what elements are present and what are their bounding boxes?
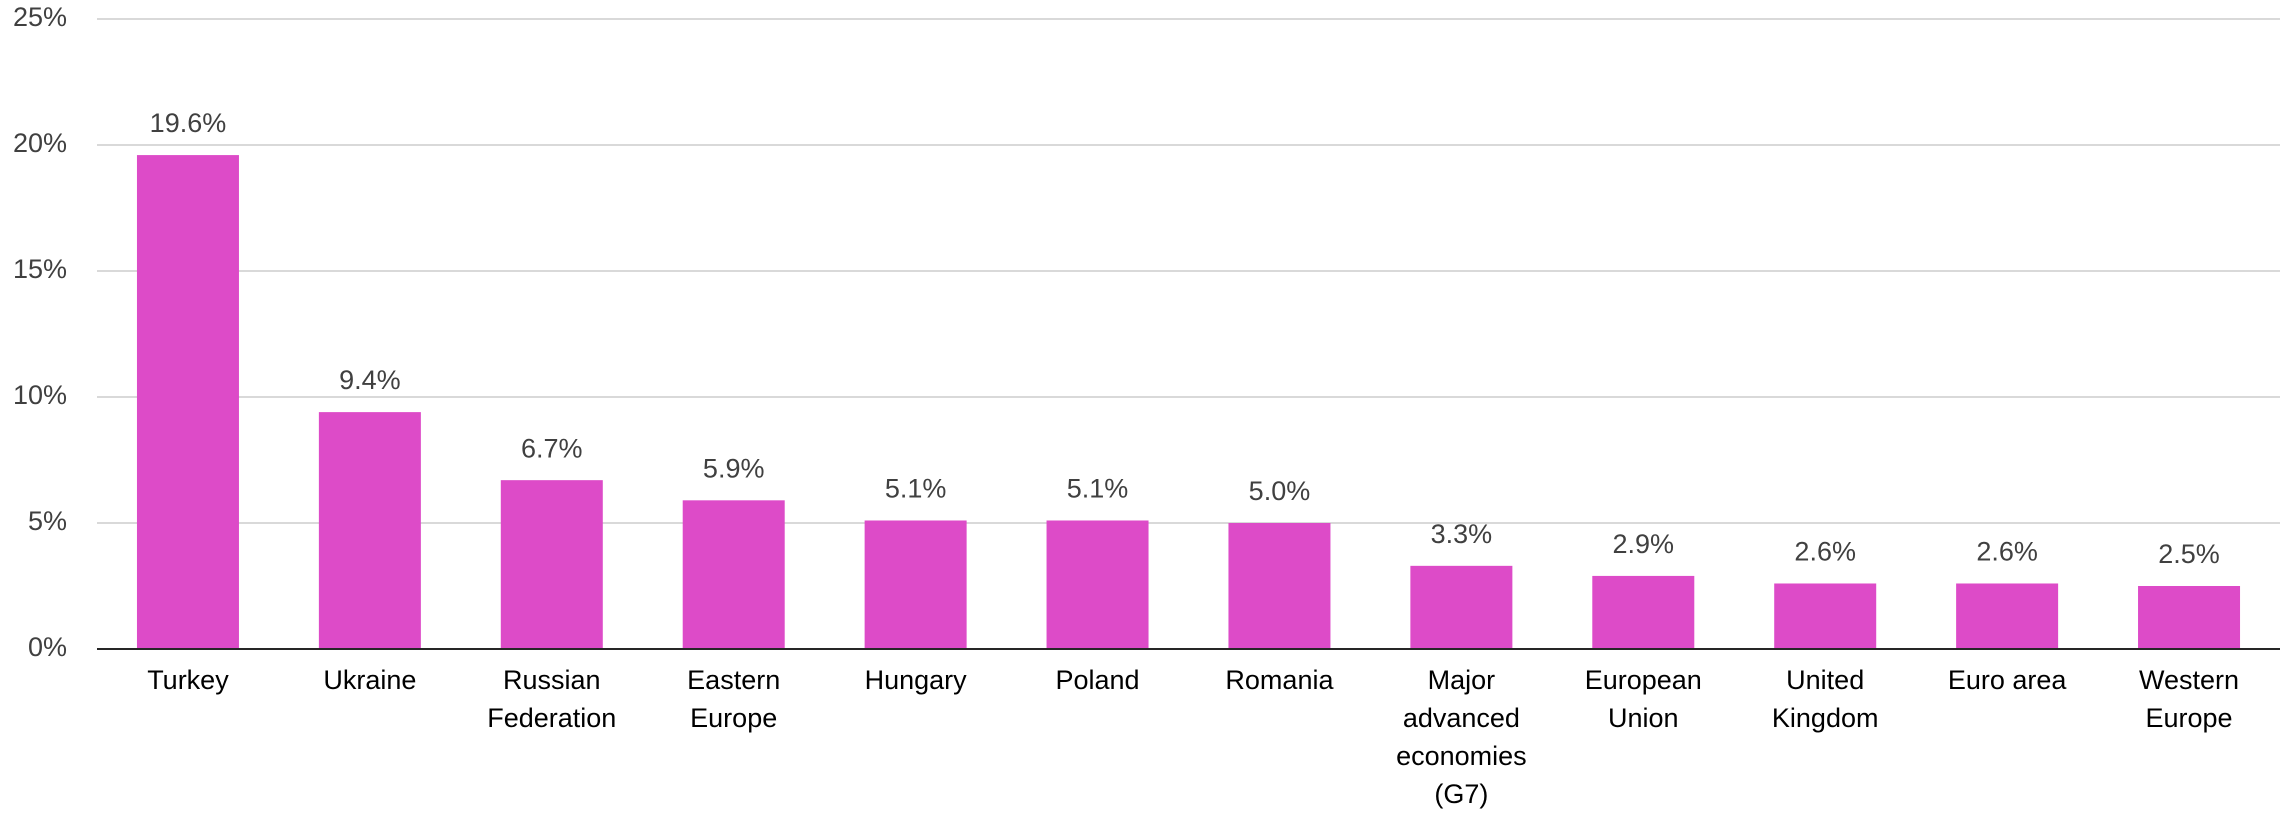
bar	[864, 520, 967, 649]
x-tick-label: Poland	[1055, 665, 1140, 695]
data-label: 5.0%	[1249, 476, 1311, 506]
bar	[1592, 575, 1695, 649]
x-tick-label: Turkey	[147, 665, 229, 695]
data-label: 5.1%	[885, 474, 947, 504]
y-tick-label: 20%	[13, 128, 67, 158]
bar	[1228, 523, 1331, 649]
y-tick-label: 5%	[28, 506, 67, 536]
bar	[1410, 565, 1513, 649]
bar	[136, 155, 239, 649]
data-label: 2.6%	[1794, 537, 1856, 567]
data-label: 5.9%	[703, 453, 765, 483]
y-tick-label: 0%	[28, 632, 67, 662]
bar	[500, 480, 603, 649]
x-tick-label: Romania	[1225, 665, 1334, 695]
x-tick-label: Eastern Europe	[687, 665, 781, 733]
bar	[1046, 520, 1149, 649]
bar	[1774, 583, 1877, 649]
data-label: 5.1%	[1067, 474, 1129, 504]
x-tick-label: Euro area	[1947, 665, 2067, 695]
x-tick-label: Major advanced economies (G7)	[1396, 665, 1527, 809]
x-tick-label: United Kingdom	[1771, 665, 1879, 733]
x-tick-label: Western Europe	[2139, 665, 2240, 733]
data-label: 2.9%	[1613, 529, 1675, 559]
x-tick-label: Hungary	[864, 665, 967, 695]
data-label: 19.6%	[150, 108, 227, 138]
y-tick-label: 10%	[13, 380, 67, 410]
data-label: 3.3%	[1431, 519, 1493, 549]
data-label: 6.7%	[521, 433, 583, 463]
bar	[318, 412, 421, 649]
bar	[1956, 583, 2059, 649]
x-tick-label: Russian Federation	[487, 665, 617, 733]
data-label: 2.5%	[2158, 539, 2220, 569]
data-label: 9.4%	[339, 365, 401, 395]
data-label: 2.6%	[1976, 537, 2038, 567]
x-tick-label: European Union	[1584, 665, 1702, 733]
x-tick-label: Ukraine	[323, 665, 417, 695]
bar	[2138, 586, 2241, 649]
y-tick-label: 25%	[13, 2, 67, 32]
y-tick-label: 15%	[13, 254, 67, 284]
bar	[682, 500, 785, 649]
